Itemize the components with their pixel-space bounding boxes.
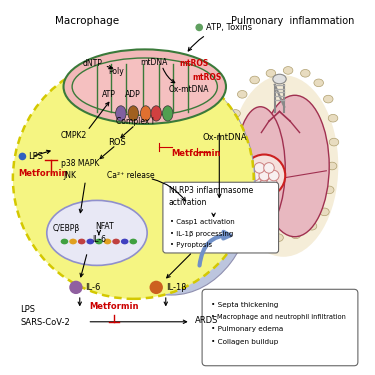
- Text: CMPK2: CMPK2: [61, 131, 87, 140]
- Text: Metformin: Metformin: [19, 169, 68, 178]
- Text: IL-1β: IL-1β: [166, 283, 186, 292]
- Text: • Casp1 activation: • Casp1 activation: [170, 219, 234, 225]
- Ellipse shape: [112, 238, 120, 244]
- Ellipse shape: [242, 222, 252, 230]
- Ellipse shape: [230, 191, 239, 198]
- Text: LPS
SARS-CoV-2: LPS SARS-CoV-2: [21, 305, 70, 327]
- Text: Poly: Poly: [108, 67, 124, 76]
- Ellipse shape: [141, 106, 151, 121]
- Ellipse shape: [47, 200, 147, 266]
- Ellipse shape: [151, 106, 162, 121]
- Ellipse shape: [13, 58, 254, 299]
- Text: Ox-mtDNA: Ox-mtDNA: [169, 85, 209, 94]
- Text: • Collagen buildup: • Collagen buildup: [211, 339, 278, 345]
- Ellipse shape: [273, 74, 286, 84]
- Ellipse shape: [69, 238, 77, 244]
- Ellipse shape: [128, 106, 138, 121]
- Ellipse shape: [324, 186, 334, 194]
- Circle shape: [251, 178, 262, 189]
- Text: • Pulmonary edema: • Pulmonary edema: [211, 326, 283, 332]
- Ellipse shape: [307, 222, 317, 230]
- Text: mtDNA: mtDNA: [140, 58, 167, 67]
- Circle shape: [267, 178, 277, 189]
- Text: ATP: ATP: [102, 90, 115, 99]
- Text: p38 MAPK: p38 MAPK: [61, 159, 99, 168]
- Ellipse shape: [329, 138, 339, 146]
- Ellipse shape: [324, 95, 333, 103]
- FancyBboxPatch shape: [202, 289, 358, 366]
- Circle shape: [150, 280, 163, 294]
- Text: JNK: JNK: [63, 171, 76, 180]
- Ellipse shape: [72, 58, 217, 116]
- Text: NLRP3 inflammasome
activation: NLRP3 inflammasome activation: [169, 186, 253, 207]
- Text: IL-6: IL-6: [86, 283, 101, 292]
- Text: NFAT: NFAT: [95, 222, 114, 231]
- Ellipse shape: [228, 75, 338, 257]
- Text: Pulmonary  inflammation: Pulmonary inflammation: [231, 16, 355, 26]
- Ellipse shape: [162, 106, 173, 121]
- Circle shape: [19, 153, 26, 160]
- Ellipse shape: [88, 75, 255, 295]
- FancyBboxPatch shape: [163, 182, 279, 253]
- Circle shape: [259, 180, 270, 190]
- Ellipse shape: [87, 238, 94, 244]
- Ellipse shape: [116, 106, 126, 121]
- Text: • Pyroptosis: • Pyroptosis: [170, 242, 212, 248]
- Text: C/EBPβ: C/EBPβ: [53, 224, 80, 232]
- Ellipse shape: [234, 210, 243, 218]
- Ellipse shape: [328, 114, 338, 122]
- Ellipse shape: [266, 69, 276, 77]
- Ellipse shape: [256, 231, 266, 238]
- Ellipse shape: [300, 69, 310, 77]
- Ellipse shape: [320, 208, 329, 216]
- Text: • IL-1β processing: • IL-1β processing: [170, 231, 233, 237]
- Text: LPS: LPS: [28, 152, 43, 161]
- Text: mtROS: mtROS: [179, 59, 209, 68]
- Text: mtROS: mtROS: [192, 73, 222, 82]
- Circle shape: [254, 163, 265, 173]
- Text: ROS: ROS: [108, 138, 126, 147]
- Ellipse shape: [237, 90, 247, 98]
- Ellipse shape: [260, 95, 329, 237]
- Circle shape: [249, 170, 260, 181]
- Ellipse shape: [104, 238, 111, 244]
- Text: ATP, Toxins: ATP, Toxins: [206, 23, 252, 32]
- Text: • Septa thickening: • Septa thickening: [211, 302, 278, 307]
- Text: Ca²⁺ release: Ca²⁺ release: [106, 171, 154, 180]
- Ellipse shape: [63, 50, 226, 124]
- Text: ADP: ADP: [125, 90, 141, 99]
- Ellipse shape: [129, 238, 137, 244]
- Text: Macrophage: Macrophage: [56, 16, 120, 26]
- Ellipse shape: [61, 238, 68, 244]
- Ellipse shape: [95, 238, 103, 244]
- Circle shape: [268, 170, 279, 181]
- Text: Complex I: Complex I: [116, 117, 154, 126]
- Text: Ox-mtDNA: Ox-mtDNA: [202, 133, 247, 142]
- Ellipse shape: [291, 231, 300, 238]
- Circle shape: [243, 154, 285, 196]
- Text: IL-6: IL-6: [92, 235, 106, 244]
- Ellipse shape: [250, 76, 259, 84]
- Ellipse shape: [121, 238, 129, 244]
- Text: ARDS: ARDS: [195, 316, 218, 326]
- Circle shape: [69, 280, 82, 294]
- Text: • Macrophage and neutrophil infiltration: • Macrophage and neutrophil infiltration: [211, 314, 346, 320]
- Circle shape: [259, 170, 270, 181]
- Text: Metformin: Metformin: [171, 149, 221, 158]
- Ellipse shape: [284, 67, 293, 74]
- Ellipse shape: [327, 162, 337, 170]
- Ellipse shape: [274, 234, 284, 242]
- Circle shape: [264, 163, 274, 173]
- Ellipse shape: [236, 107, 285, 231]
- Text: dNTP: dNTP: [82, 59, 102, 68]
- Ellipse shape: [78, 238, 86, 244]
- Ellipse shape: [314, 79, 324, 87]
- Circle shape: [195, 24, 203, 31]
- Ellipse shape: [231, 110, 240, 117]
- Text: Metformin: Metformin: [89, 302, 139, 311]
